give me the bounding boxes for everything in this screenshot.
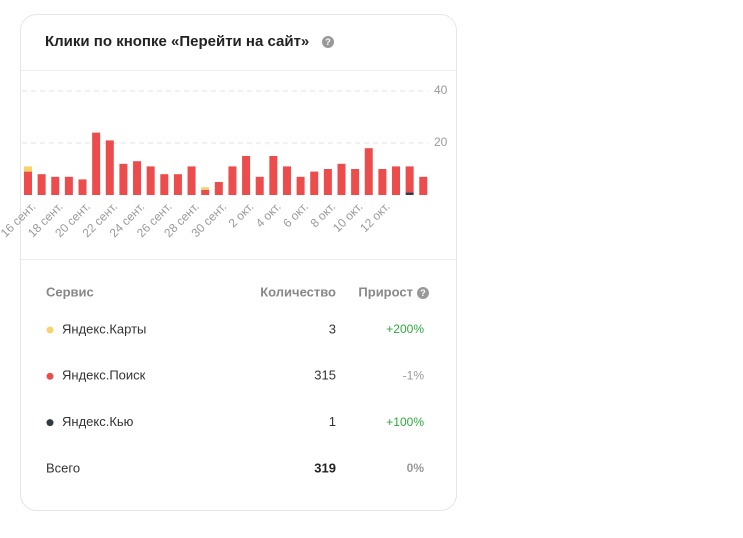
bar (419, 176, 428, 195)
column-header: Прирост (358, 284, 413, 299)
bar (337, 163, 346, 195)
legend-dot (46, 419, 54, 427)
growth: +100% (386, 415, 424, 429)
bar (201, 189, 210, 195)
bar (255, 176, 264, 195)
growth: -1% (403, 368, 425, 382)
bar (405, 166, 414, 193)
bar (351, 169, 360, 195)
count: 1 (329, 414, 336, 429)
y-tick-label: 40 (434, 83, 448, 97)
bar (105, 140, 114, 195)
legend-dot (46, 326, 54, 334)
bar (92, 132, 101, 195)
count: 3 (329, 321, 336, 336)
column-header: Количество (260, 284, 336, 299)
bar (364, 148, 373, 195)
growth: +200% (386, 322, 424, 336)
bar (24, 171, 32, 195)
card (20, 14, 457, 511)
bar (24, 166, 32, 172)
bar (296, 176, 305, 195)
bar (201, 187, 210, 190)
bar (214, 182, 223, 195)
bar (392, 166, 401, 195)
title: Клики по кнопке «Перейти на сайт» (45, 33, 309, 50)
y-tick-label: 20 (434, 135, 448, 149)
bar (51, 176, 60, 195)
svg-text:?: ? (325, 37, 331, 47)
count: 315 (314, 368, 336, 383)
bar (269, 156, 278, 195)
bar (228, 166, 237, 195)
bar (282, 166, 291, 195)
service-name: Яндекс.Карты (62, 321, 146, 336)
bar (37, 174, 46, 195)
bar (78, 179, 87, 195)
service-name: Яндекс.Поиск (62, 368, 146, 383)
column-header: Сервис (46, 284, 94, 299)
bar (146, 166, 155, 195)
bar (64, 176, 73, 195)
bar (160, 174, 169, 195)
bar (405, 192, 414, 195)
bar (187, 166, 196, 195)
help-icon[interactable]: ? (417, 287, 429, 299)
total-label: Всего (46, 460, 80, 475)
bar (310, 171, 319, 195)
service-name: Яндекс.Кью (62, 414, 134, 429)
total-growth: 0% (407, 461, 425, 475)
bar (133, 161, 142, 195)
help-icon[interactable]: ? (322, 36, 334, 48)
bar (323, 169, 332, 195)
bar (378, 169, 387, 195)
bar (119, 163, 128, 195)
bar (173, 174, 182, 195)
legend-dot (46, 372, 54, 380)
bar (242, 156, 251, 195)
total-count: 319 (314, 460, 336, 475)
svg-text:?: ? (420, 288, 426, 298)
